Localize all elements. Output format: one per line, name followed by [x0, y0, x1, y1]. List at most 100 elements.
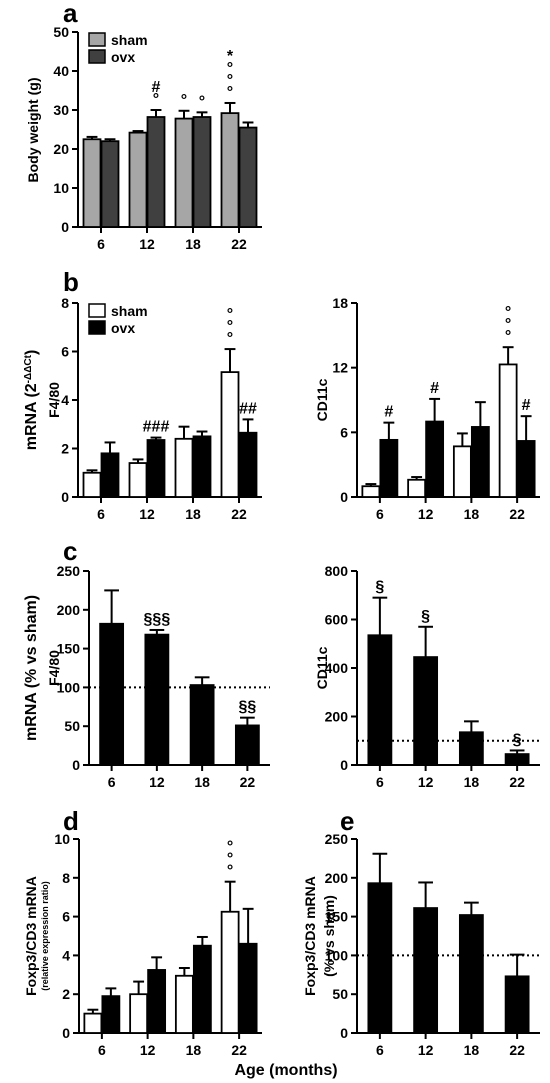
- significance-annotation: §§§: [144, 611, 171, 628]
- bar-sham-6: [361, 485, 381, 498]
- bar-ovx-12: [146, 116, 166, 228]
- y-tick-label: 12: [332, 360, 348, 376]
- y-tick-label: 200: [57, 602, 81, 618]
- bar-ovx-12: [147, 969, 167, 1034]
- y-tick-label: 10: [53, 180, 69, 196]
- x-tick-label: 18: [186, 1042, 202, 1058]
- significance-annotation: °: [181, 92, 187, 109]
- y-tick-label: 4: [61, 392, 69, 408]
- bar-sham-18: [452, 445, 472, 498]
- y-tick-label: 0: [62, 1025, 70, 1041]
- significance-annotation: #: [430, 380, 439, 397]
- y-tick-label: 8: [61, 295, 69, 311]
- chart-panel-e: 0 50 100 150 200 250 6 12 18 22 e Foxp3/CD3 mRNA (% …: [302, 806, 540, 1058]
- panel-label-e: e: [340, 806, 354, 836]
- bar-ovx-12: [413, 907, 439, 1034]
- legend-label-ovx: ovx: [111, 49, 135, 65]
- y-axis-subtitle: F4/80: [46, 382, 62, 418]
- bar-ovx-22: [234, 724, 260, 766]
- significance-annotation: °: [227, 60, 233, 77]
- x-tick-label: 18: [464, 1042, 480, 1058]
- significance-annotation: °: [199, 93, 205, 110]
- y-tick-label: 2: [62, 986, 70, 1002]
- y-tick-label: 6: [62, 909, 70, 925]
- bar-sham-12: [407, 478, 427, 498]
- significance-annotation: °: [505, 328, 511, 345]
- y-tick-label: 6: [61, 344, 69, 360]
- y-axis-title: mRNA (2-ΔΔCt): [23, 350, 41, 451]
- x-tick-label: 18: [464, 506, 480, 522]
- x-tick-label: 12: [418, 1042, 434, 1058]
- y-tick-label: 40: [53, 63, 69, 79]
- significance-annotation: #: [384, 404, 393, 421]
- x-tick-label: 6: [376, 774, 384, 790]
- significance-annotation: #: [522, 397, 531, 414]
- bar-ovx-12: [144, 633, 170, 766]
- y-tick-label: 50: [64, 718, 80, 734]
- bar-ovx-12: [413, 656, 439, 766]
- significance-annotation: ##: [239, 400, 257, 417]
- x-tick-label: 22: [240, 774, 256, 790]
- x-tick-label: 22: [231, 236, 247, 252]
- x-tick-label: 22: [231, 1042, 247, 1058]
- y-tick-label: 250: [325, 831, 349, 847]
- bar-ovx-22: [516, 440, 536, 498]
- panel-label-d: d: [63, 806, 79, 836]
- legend-swatch-sham: [88, 303, 106, 318]
- bar-ovx-18: [189, 684, 215, 766]
- x-tick-label: 6: [97, 506, 105, 522]
- significance-annotation: §: [421, 608, 430, 625]
- y-tick-label: 800: [325, 563, 349, 579]
- x-tick-label: 22: [509, 1042, 525, 1058]
- y-tick-label: 200: [325, 870, 349, 886]
- bar-sham-12: [128, 131, 148, 228]
- y-tick-label: 250: [57, 563, 81, 579]
- x-tick-label: 22: [509, 506, 525, 522]
- bar-ovx-12: [146, 439, 166, 498]
- x-axis-title: Age (months): [234, 1062, 337, 1079]
- legend-label-sham: sham: [111, 32, 148, 48]
- significance-annotation: #: [152, 79, 161, 96]
- significance-annotation: ###: [143, 419, 170, 436]
- x-tick-label: 6: [97, 236, 105, 252]
- panel-label-b: b: [63, 267, 79, 297]
- y-tick-label: 200: [325, 709, 349, 725]
- y-tick-label: 100: [325, 947, 349, 963]
- significance-annotation: °: [227, 306, 233, 323]
- bar-sham-6: [82, 471, 102, 498]
- bar-ovx-18: [192, 116, 212, 228]
- bar-ovx-6: [100, 452, 120, 498]
- bar-ovx-6: [379, 438, 399, 498]
- y-tick-label: 10: [54, 831, 70, 847]
- y-axis-title: Foxp3/CD3 mRNA: [302, 876, 318, 996]
- y-axis-title: mRNA (% vs sham): [23, 595, 40, 741]
- y-tick-label: 18: [332, 295, 348, 311]
- y-tick-label: 150: [325, 909, 349, 925]
- y-axis-title: CD11c: [314, 378, 330, 421]
- bar-ovx-22: [238, 942, 258, 1034]
- y-tick-label: 600: [325, 612, 349, 628]
- y-axis-title: Body weight (g): [25, 78, 41, 183]
- bar-sham-12: [129, 993, 149, 1034]
- bar-ovx-6: [367, 634, 393, 766]
- bar-ovx-18: [458, 914, 484, 1034]
- x-tick-label: 12: [418, 774, 434, 790]
- x-tick-label: 6: [376, 506, 384, 522]
- x-tick-label: 18: [194, 774, 210, 790]
- y-tick-label: 50: [332, 986, 348, 1002]
- significance-annotation: °: [505, 304, 511, 321]
- y-tick-label: 0: [61, 489, 69, 505]
- y-tick-label: 150: [57, 641, 81, 657]
- x-tick-label: 12: [418, 506, 434, 522]
- y-axis-title: CD11c: [314, 646, 330, 689]
- bar-ovx-22: [504, 753, 530, 766]
- y-tick-label: 50: [53, 24, 69, 40]
- y-tick-label: 30: [53, 102, 69, 118]
- bar-ovx-6: [367, 882, 393, 1034]
- bar-sham-22: [220, 910, 240, 1034]
